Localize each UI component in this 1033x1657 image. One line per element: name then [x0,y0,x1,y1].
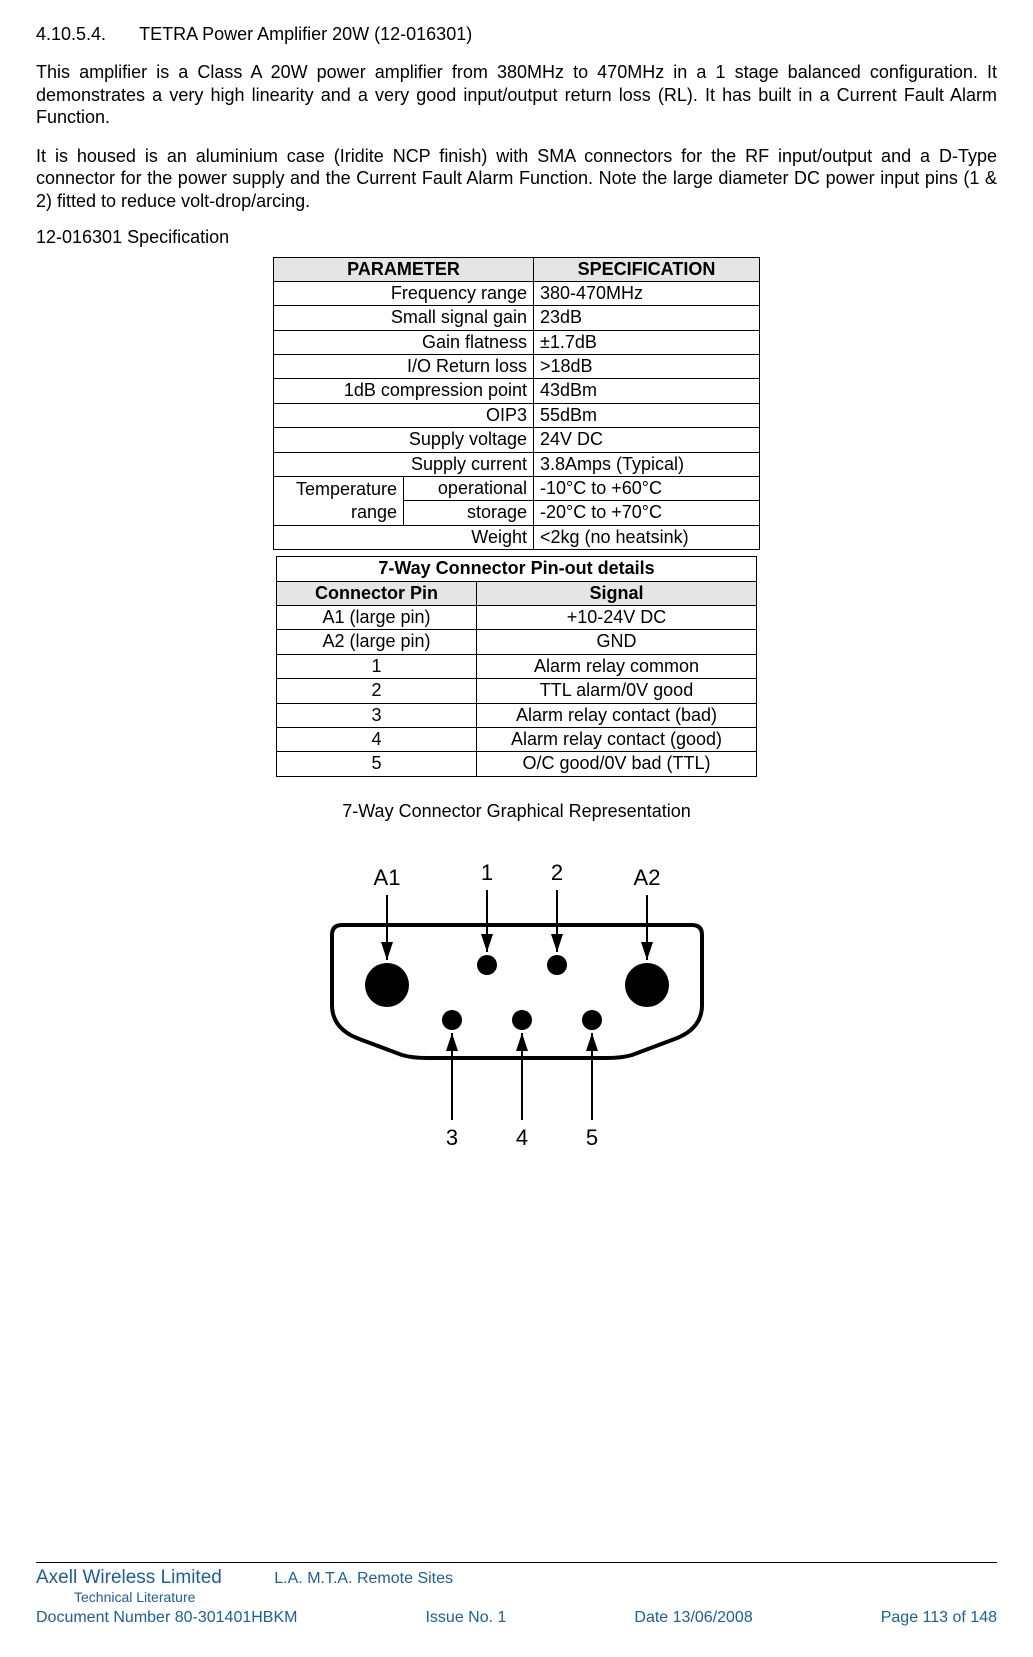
pinout-header-pin: Connector Pin [277,581,477,605]
connector-svg: A1 1 2 A2 3 4 5 [277,830,757,1160]
label-3: 3 [445,1125,457,1150]
footer-page: Page 113 of 148 [881,1609,997,1627]
table-row: OIP355dBm [274,403,760,427]
spec-header-spec: SPECIFICATION [534,257,760,281]
table-row: A1 (large pin)+10-24V DC [277,605,757,629]
footer-lit-title: L.A. M.T.A. Remote Sites [274,1570,453,1587]
page-footer: Axell Wireless Limited L.A. M.T.A. Remot… [36,1562,997,1627]
table-row: 2TTL alarm/0V good [277,679,757,703]
footer-doc: Document Number 80-301401HBKM [36,1609,297,1627]
pin-3-icon [442,1010,462,1030]
pin-a1-icon [365,963,409,1007]
body-paragraph-2: It is housed is an aluminium case (Iridi… [36,145,997,213]
spec-header-parameter: PARAMETER [274,257,534,281]
pin-2-icon [547,955,567,975]
table-row: 1dB compression point43dBm [274,379,760,403]
pin-a2-icon [625,963,669,1007]
table-row: Frequency range380-470MHz [274,281,760,305]
table-row: I/O Return loss>18dB [274,355,760,379]
body-paragraph-1: This amplifier is a Class A 20W power am… [36,61,997,129]
pin-4-icon [512,1010,532,1030]
section-title: TETRA Power Amplifier 20W (12-016301) [139,24,472,45]
label-2: 2 [550,860,562,885]
pinout-header-signal: Signal [477,581,757,605]
table-row: Supply current3.8Amps (Typical) [274,452,760,476]
section-heading: 4.10.5.4. TETRA Power Amplifier 20W (12-… [36,24,997,45]
pinout-table: 7-Way Connector Pin-out details Connecto… [276,556,757,777]
table-row: Small signal gain23dB [274,306,760,330]
table-row: Temperature range operational -10°C to +… [274,477,760,501]
spec-label: 12-016301 Specification [36,226,997,249]
connector-diagram: 7-Way Connector Graphical Representation… [36,801,997,1165]
table-row: A2 (large pin)GND [277,630,757,654]
pin-5-icon [582,1010,602,1030]
table-row: 3Alarm relay contact (bad) [277,703,757,727]
footer-brand-sub: Technical Literature [74,1589,195,1605]
diagram-title: 7-Way Connector Graphical Representation [36,801,997,822]
footer-brand: Axell Wireless Limited [36,1567,222,1588]
footer-rule [36,1562,997,1563]
footer-date: Date 13/06/2008 [634,1609,752,1627]
label-1: 1 [480,860,492,885]
pin-1-icon [477,955,497,975]
table-row: Gain flatness±1.7dB [274,330,760,354]
footer-issue: Issue No. 1 [425,1609,506,1627]
section-number: 4.10.5.4. [36,24,106,45]
spec-table: PARAMETER SPECIFICATION Frequency range3… [273,257,760,551]
table-row: 5O/C good/0V bad (TTL) [277,752,757,776]
table-row: Weight<2kg (no heatsink) [274,525,760,549]
label-a2: A2 [633,865,660,890]
pinout-title: 7-Way Connector Pin-out details [277,557,757,581]
table-row: 1Alarm relay common [277,654,757,678]
label-a1: A1 [373,865,400,890]
table-row: 4Alarm relay contact (good) [277,727,757,751]
table-row: Supply voltage24V DC [274,428,760,452]
label-5: 5 [585,1125,597,1150]
label-4: 4 [515,1125,527,1150]
